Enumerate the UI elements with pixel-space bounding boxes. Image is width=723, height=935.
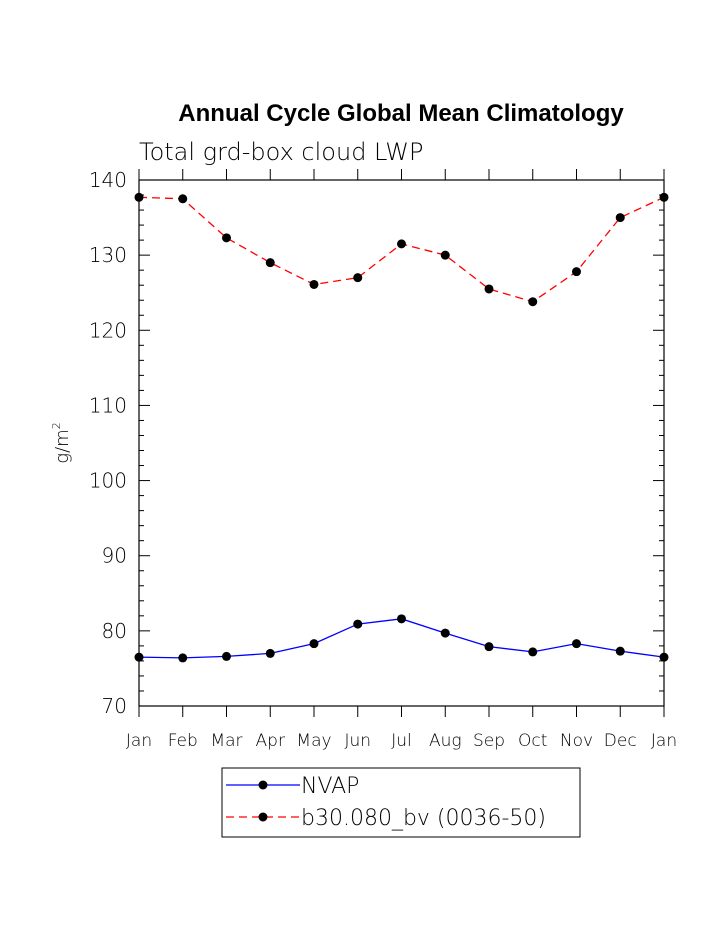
x-tick-label: Dec	[604, 731, 637, 751]
x-tick-label: Apr	[256, 731, 285, 751]
data-series	[134, 192, 669, 663]
x-tick-label: May	[296, 731, 331, 751]
x-tick-label: Mar	[210, 731, 242, 751]
data-point	[615, 213, 625, 223]
y-tick-labels: 70 80 90 100 110 120 130 140	[89, 168, 127, 718]
series-line	[138, 196, 665, 303]
x-tick-labels: Jan Feb Mar Apr May Jun Jul Aug Sep Oct Nov Dec Jan	[126, 731, 677, 751]
data-point	[353, 273, 363, 283]
y-tick-label: 100	[89, 469, 127, 493]
data-point	[572, 267, 581, 277]
legend-label: b30.080_bv (0036-50)	[301, 806, 546, 831]
data-point	[178, 653, 188, 663]
legend-label: NVAP	[301, 774, 359, 799]
data-point	[397, 614, 406, 624]
data-point	[440, 628, 450, 638]
y-tick-label: 70	[102, 694, 127, 718]
data-point	[309, 639, 319, 649]
data-point	[484, 642, 494, 652]
data-point	[572, 639, 581, 649]
data-point	[528, 297, 538, 307]
data-point	[265, 258, 275, 268]
data-point	[440, 250, 450, 260]
y-tick-label: 110	[89, 393, 127, 417]
series-line	[138, 618, 665, 659]
data-point	[265, 648, 275, 658]
axis-ticks	[138, 169, 665, 717]
data-point	[353, 619, 363, 629]
x-tick-label: Oct	[518, 731, 547, 751]
y-tick-label: 130	[89, 243, 127, 267]
x-tick-label: Jul	[391, 731, 412, 751]
data-point	[178, 194, 188, 204]
x-tick-label: Feb	[168, 731, 198, 751]
x-tick-label: Jan	[651, 731, 677, 751]
legend-marker	[258, 780, 268, 790]
x-tick-label: Jun	[344, 731, 371, 751]
data-point	[134, 192, 144, 202]
y-tick-label: 140	[89, 168, 127, 192]
x-tick-label: Jan	[126, 731, 152, 751]
x-tick-label: Nov	[560, 731, 593, 751]
y-tick-label: 120	[89, 318, 127, 342]
data-point	[397, 239, 406, 249]
y-axis-label: g/m2	[50, 422, 73, 463]
legend-marker	[258, 812, 268, 822]
data-point	[484, 284, 494, 294]
legend: NVAP b30.080_bv (0036-50)	[226, 774, 546, 831]
legend-box	[221, 767, 581, 838]
y-tick-label: 90	[102, 544, 127, 568]
data-point	[528, 647, 538, 657]
data-point	[309, 279, 319, 289]
data-point	[222, 233, 231, 243]
data-point	[615, 646, 625, 656]
x-tick-label: Sep	[473, 731, 505, 751]
data-point	[222, 651, 231, 661]
data-point	[134, 652, 144, 662]
chart-title: Annual Cycle Global Mean Climatology	[178, 100, 624, 127]
y-tick-label: 80	[102, 619, 127, 643]
plot-frame	[138, 179, 665, 707]
chart-subtitle: Total grd-box cloud LWP	[139, 138, 423, 166]
x-tick-label: Aug	[429, 731, 462, 751]
data-point	[659, 652, 669, 662]
data-point	[659, 192, 669, 202]
